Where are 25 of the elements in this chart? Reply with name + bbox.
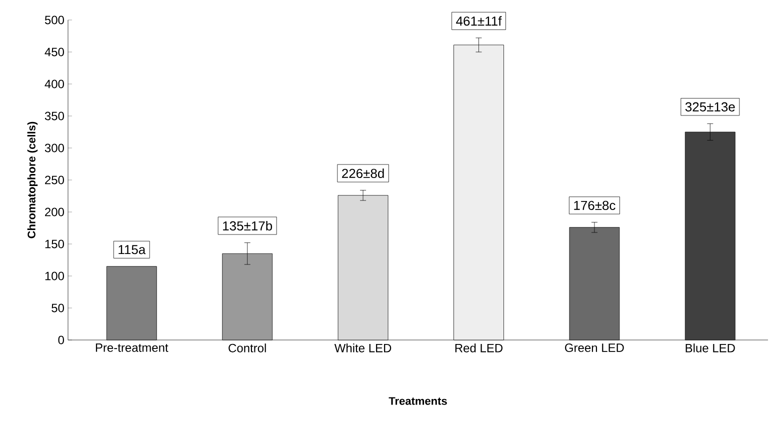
y-tick-label: 300	[44, 144, 64, 152]
y-axis-title: Chromatophore (cells)	[27, 122, 38, 238]
y-tick-label: 0	[58, 336, 64, 344]
data-label: 325±13e	[685, 102, 735, 112]
data-label: 226±8d	[342, 168, 384, 178]
y-tick-label: 100	[45, 272, 64, 280]
data-label: 115a	[118, 245, 146, 254]
x-tick-label: Green LED	[565, 344, 624, 352]
y-tick-label: 250	[45, 176, 64, 184]
data-label: 176±8c	[574, 200, 616, 210]
y-tick-label: 450	[44, 48, 64, 56]
x-axis-title: Treatments	[388, 397, 447, 405]
data-label: 135±17b	[223, 220, 272, 231]
x-tick-label: Control	[228, 344, 266, 352]
x-tick-label: Red LED	[455, 344, 502, 352]
y-tick-label: 50	[52, 304, 64, 312]
x-tick-label: Blue LED	[686, 344, 735, 352]
x-tick-label: White LED	[334, 344, 392, 352]
x-tick-label: Pre-treatment	[96, 344, 168, 352]
y-tick-label: 200	[45, 208, 64, 216]
y-tick-label: 150	[45, 240, 64, 248]
data-label: 461±11f	[456, 16, 502, 26]
y-tick-label: 400	[44, 80, 64, 88]
y-tick-label: 500	[44, 16, 64, 24]
y-tick-label: 350	[44, 112, 64, 120]
